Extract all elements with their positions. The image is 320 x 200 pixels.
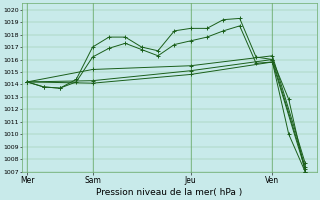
X-axis label: Pression niveau de la mer( hPa ): Pression niveau de la mer( hPa ): [96, 188, 243, 197]
